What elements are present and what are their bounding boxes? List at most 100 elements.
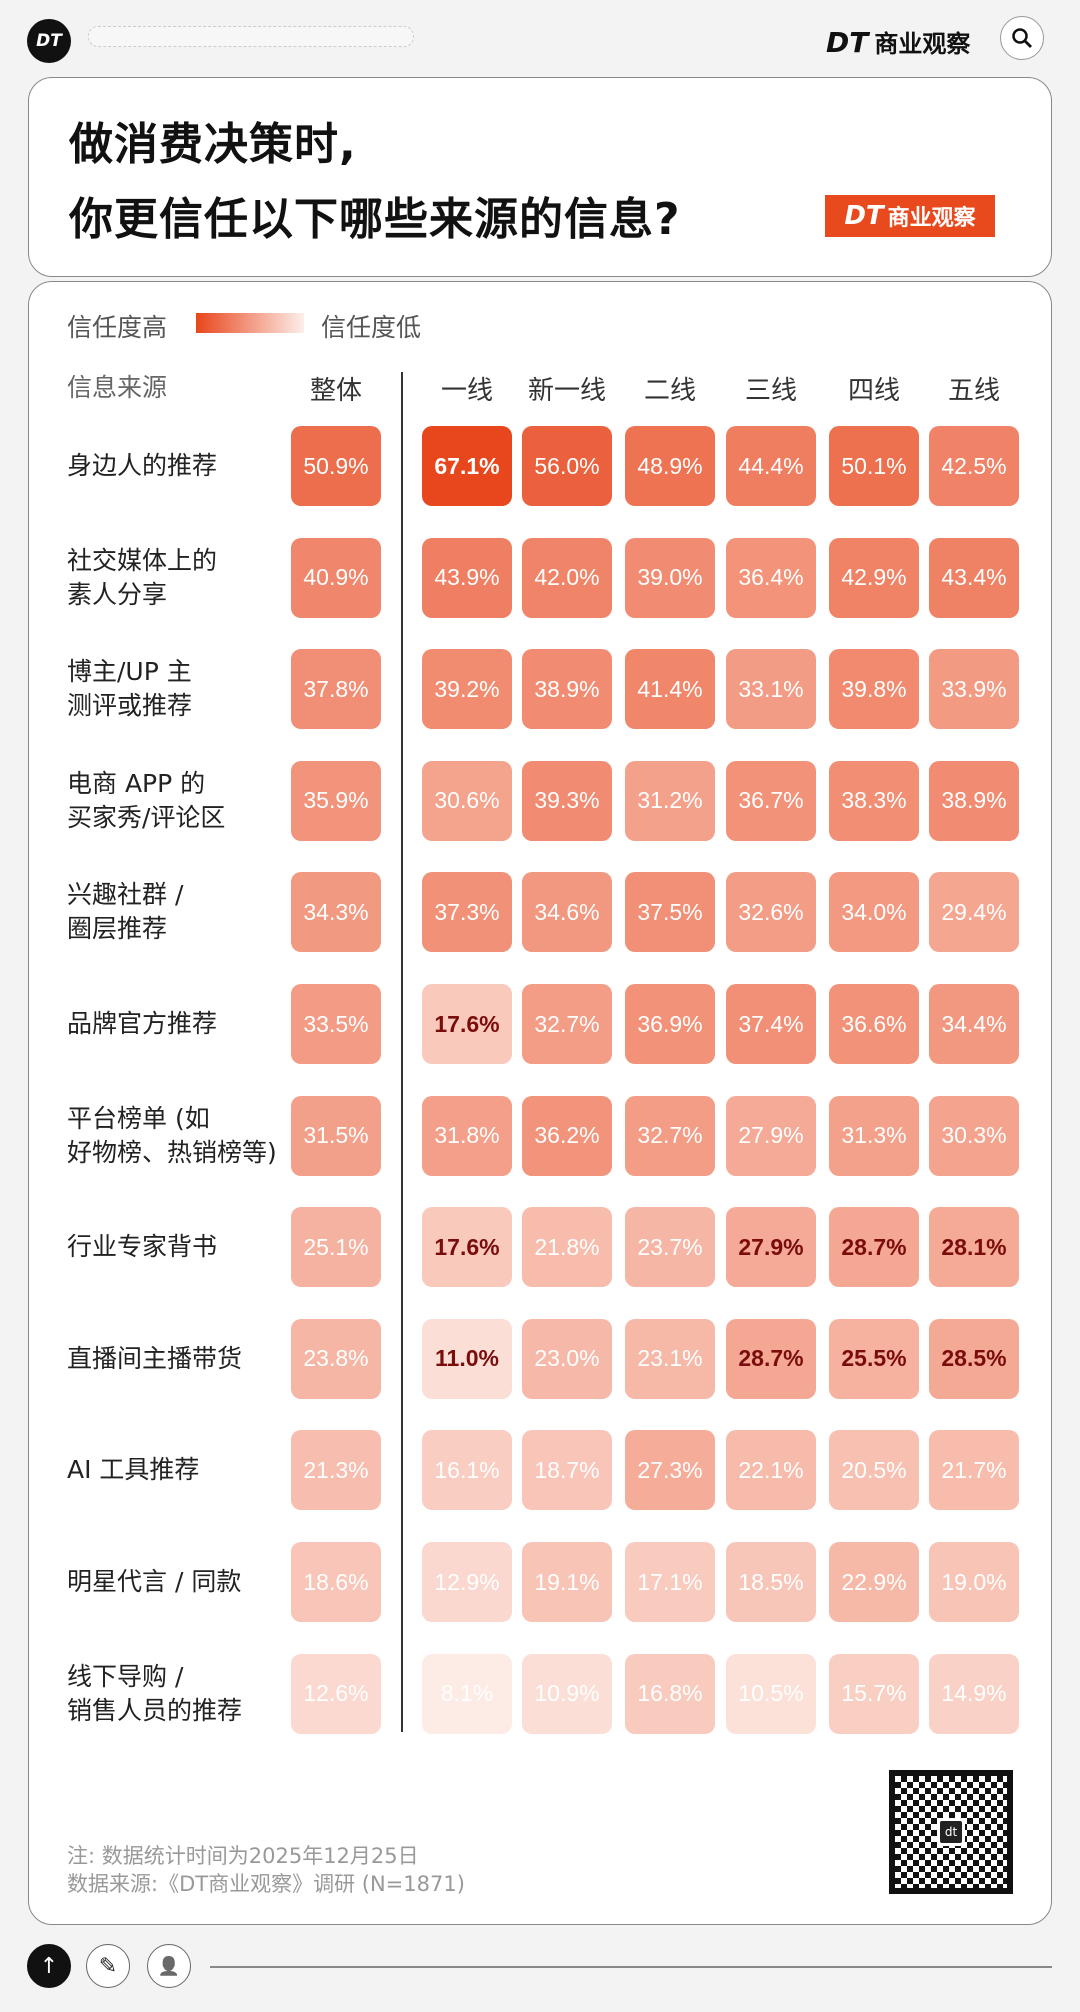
heatmap-cell: 48.9%: [625, 426, 715, 506]
heatmap-cell: 36.9%: [625, 984, 715, 1064]
row-label: 明星代言 / 同款: [67, 1567, 242, 1596]
heatmap-cell: 10.5%: [726, 1653, 816, 1734]
row-label: 直播间主播带货: [67, 1343, 243, 1373]
heatmap-cell: 33.5%: [291, 984, 381, 1064]
heatmap-cell: 37.4%: [726, 984, 816, 1064]
legend-high: 信任度高: [67, 313, 168, 342]
brand-mark: DT: [826, 26, 869, 59]
heatmap-cell: 39.8%: [829, 649, 919, 730]
heatmap-cell: 17.6%: [422, 984, 512, 1064]
badge-mark: DT: [844, 201, 884, 231]
heatmap-cell: 20.5%: [829, 1430, 919, 1511]
heatmap-cell: 34.0%: [829, 872, 919, 953]
brand-badge: DT 商业观察: [825, 195, 995, 237]
heatmap-cell: 16.1%: [422, 1430, 512, 1511]
heatmap-cell: 32.7%: [625, 1095, 715, 1176]
row-header: 信息来源: [67, 373, 168, 402]
column-header: 新一线: [527, 376, 607, 406]
heatmap-cell: 39.0%: [625, 537, 715, 618]
title-line-2: 你更信任以下哪些来源的信息?: [69, 194, 681, 245]
heatmap-cell: 40.9%: [291, 537, 381, 618]
column-header: 五线: [947, 376, 1001, 406]
heatmap-cell: 18.5%: [726, 1542, 816, 1622]
brand-logo: DT 商业观察: [826, 24, 970, 59]
row-label: 平台榜单 (如 好物榜、热销榜等): [67, 1103, 277, 1167]
search-button[interactable]: [1000, 16, 1044, 60]
brand-name: 商业观察: [874, 30, 971, 58]
heatmap-cell: 36.2%: [522, 1095, 612, 1176]
footnote-source: 数据来源:《DT商业观察》调研 (N=1871): [67, 1872, 465, 1896]
dt-logo[interactable]: DT: [27, 19, 71, 63]
heatmap-cell: 21.8%: [522, 1207, 612, 1288]
heatmap-cell: 32.7%: [522, 984, 612, 1064]
heatmap-cell: 11.0%: [422, 1318, 512, 1399]
heatmap-cell: 25.1%: [291, 1207, 381, 1288]
title-card: 做消费决策时, 你更信任以下哪些来源的信息? DT 商业观察: [28, 77, 1052, 277]
heatmap-cell: 17.6%: [422, 1207, 512, 1288]
row-label: AI 工具推荐: [67, 1455, 200, 1485]
heatmap-cell: 42.9%: [829, 537, 919, 618]
heatmap-cell: 42.5%: [929, 426, 1019, 506]
column-header: 整体: [309, 376, 363, 406]
heatmap-cell: 37.5%: [625, 872, 715, 953]
qr-code: [889, 1770, 1013, 1894]
heatmap-cell: 23.7%: [625, 1207, 715, 1288]
heatmap-cell: 10.9%: [522, 1653, 612, 1734]
bottom-divider: [210, 1966, 1052, 1968]
heatmap-cell: 22.1%: [726, 1430, 816, 1511]
heatmap-cell: 37.8%: [291, 649, 381, 730]
badge-name: 商业观察: [887, 206, 976, 231]
heatmap-cell: 23.0%: [522, 1318, 612, 1399]
search-icon: [1012, 28, 1032, 48]
heatmap-cell: 28.5%: [929, 1318, 1019, 1399]
heatmap-cell: 43.4%: [929, 537, 1019, 618]
heatmap-cell: 23.8%: [291, 1318, 381, 1399]
heatmap-cell: 28.7%: [829, 1207, 919, 1288]
heatmap-cell: 38.3%: [829, 760, 919, 841]
heatmap-cell: 27.3%: [625, 1430, 715, 1511]
heatmap-cell: 31.5%: [291, 1095, 381, 1176]
heatmap-cell: 36.6%: [829, 984, 919, 1064]
heatmap-cell: 50.9%: [291, 426, 381, 506]
heatmap-cell: 39.3%: [522, 760, 612, 841]
heatmap-cell: 18.6%: [291, 1542, 381, 1622]
row-label: 行业专家背书: [67, 1232, 218, 1262]
heatmap-cell: 12.6%: [291, 1653, 381, 1734]
heatmap-cell: 19.0%: [929, 1542, 1019, 1622]
heatmap-cell: 21.7%: [929, 1430, 1019, 1511]
row-label: 线下导购 / 销售人员的推荐: [67, 1661, 243, 1725]
heatmap-cell: 38.9%: [929, 760, 1019, 841]
column-header: 四线: [847, 376, 901, 406]
heatmap-cell: 39.2%: [422, 649, 512, 730]
heatmap-cell: 16.8%: [625, 1653, 715, 1734]
heatmap-cell: 27.9%: [726, 1095, 816, 1176]
heatmap-cell: 22.9%: [829, 1542, 919, 1622]
heatmap-cell: 14.9%: [929, 1653, 1019, 1734]
heatmap-cell: 28.7%: [726, 1318, 816, 1399]
row-label: 社交媒体上的 素人分享: [67, 545, 218, 609]
column-header: 二线: [643, 376, 697, 406]
edit-pencil-icon[interactable]: ✎: [86, 1944, 130, 1988]
column-divider: [401, 372, 403, 1732]
column-header: 一线: [440, 376, 494, 406]
profile-icon[interactable]: 👤: [147, 1944, 191, 1988]
heatmap-cell: 33.9%: [929, 649, 1019, 730]
row-label: 兴趣社群 / 圈层推荐: [67, 880, 184, 944]
title-line-1: 做消费决策时,: [69, 119, 357, 170]
qr-center-logo: dt: [937, 1818, 965, 1846]
heatmap-cell: 18.7%: [522, 1430, 612, 1511]
search-input[interactable]: [88, 26, 414, 47]
heatmap-cell: 29.4%: [929, 872, 1019, 953]
heatmap-cell: 15.7%: [829, 1653, 919, 1734]
heatmap-cell: 19.1%: [522, 1542, 612, 1622]
heatmap-cell: 35.9%: [291, 760, 381, 841]
heatmap-cell: 38.9%: [522, 649, 612, 730]
heatmap-cell: 34.4%: [929, 984, 1019, 1064]
up-arrow-icon[interactable]: ↑: [27, 1944, 71, 1988]
heatmap-cell: 31.8%: [422, 1095, 512, 1176]
footnote-date: 注: 数据统计时间为2025年12月25日: [67, 1844, 419, 1868]
heatmap-cell: 36.7%: [726, 760, 816, 841]
heatmap-cell: 31.2%: [625, 760, 715, 841]
heatmap-cell: 33.1%: [726, 649, 816, 730]
row-label: 身边人的推荐: [67, 451, 218, 480]
